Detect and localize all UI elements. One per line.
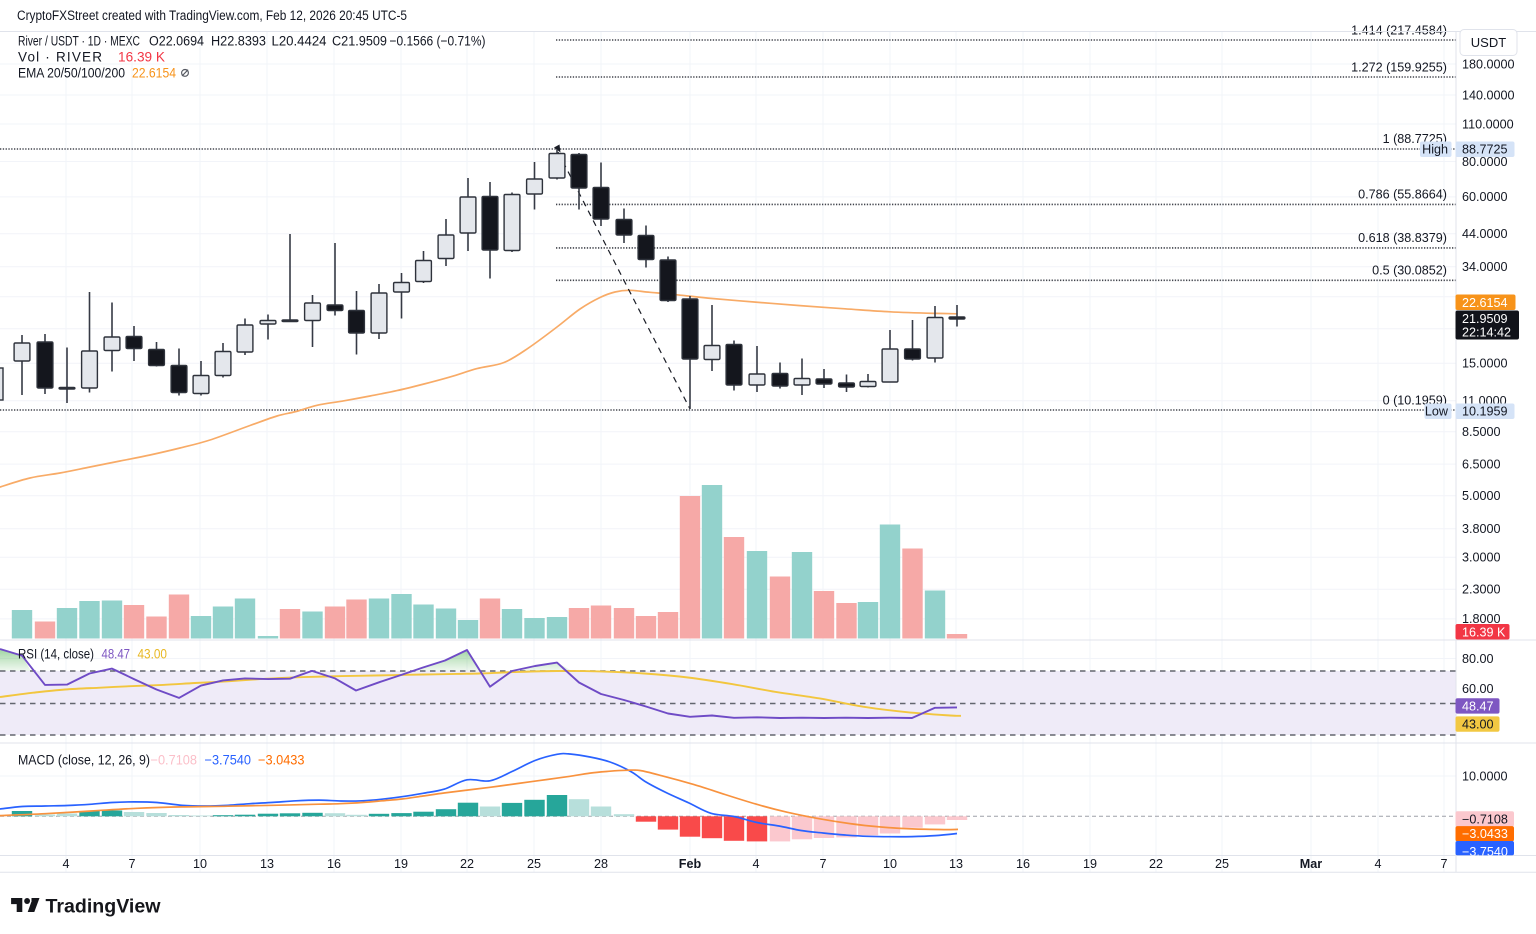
svg-text:4: 4 (752, 857, 759, 871)
svg-text:16: 16 (327, 857, 341, 871)
svg-text:22: 22 (1149, 857, 1163, 871)
svg-text:88.7725: 88.7725 (1462, 143, 1508, 157)
svg-text:21.9509: 21.9509 (1462, 312, 1508, 326)
svg-text:CryptoFXStreet created with Tr: CryptoFXStreet created with TradingView.… (17, 8, 407, 23)
svg-text:TradingView: TradingView (46, 896, 162, 918)
svg-text:44.0000: 44.0000 (1462, 227, 1508, 241)
svg-text:−3.0433: −3.0433 (1462, 827, 1508, 841)
svg-text:25: 25 (1215, 857, 1229, 871)
svg-text:High: High (1422, 143, 1448, 157)
svg-text:6.5000: 6.5000 (1462, 457, 1501, 471)
svg-text:10.1959: 10.1959 (1462, 405, 1508, 419)
svg-text:4: 4 (62, 857, 69, 871)
svg-text:15.0000: 15.0000 (1462, 357, 1508, 371)
svg-text:0.786 (55.8664): 0.786 (55.8664) (1358, 188, 1447, 202)
svg-text:USDT: USDT (1471, 35, 1506, 50)
svg-text:60.00: 60.00 (1462, 682, 1494, 696)
svg-text:−3.7540: −3.7540 (1462, 845, 1508, 859)
svg-text:1.272 (159.9255): 1.272 (159.9255) (1351, 61, 1447, 75)
svg-text:10: 10 (883, 857, 897, 871)
svg-text:10: 10 (193, 857, 207, 871)
svg-text:10.0000: 10.0000 (1462, 769, 1508, 783)
svg-text:5.0000: 5.0000 (1462, 489, 1501, 503)
svg-text:43.00: 43.00 (1462, 718, 1494, 732)
svg-text:16: 16 (1016, 857, 1030, 871)
svg-text:4: 4 (1374, 857, 1381, 871)
svg-text:Low: Low (1425, 405, 1449, 419)
svg-text:3.8000: 3.8000 (1462, 522, 1501, 536)
svg-text:7: 7 (819, 857, 826, 871)
svg-text:0.618 (38.8379): 0.618 (38.8379) (1358, 231, 1447, 245)
svg-text:48.47: 48.47 (1462, 699, 1494, 713)
svg-text:MACD (close, 12, 26, 9)−0.7108: MACD (close, 12, 26, 9)−0.7108 −3.7540 −3.… (18, 753, 305, 768)
svg-text:34.0000: 34.0000 (1462, 260, 1508, 274)
svg-text:16.39 K: 16.39 K (1462, 625, 1506, 639)
svg-text:13: 13 (260, 857, 274, 871)
svg-text:19: 19 (1083, 857, 1097, 871)
svg-text:140.0000: 140.0000 (1462, 88, 1515, 102)
svg-text:Mar: Mar (1300, 857, 1322, 871)
svg-text:13: 13 (949, 857, 963, 871)
svg-text:80.00: 80.00 (1462, 652, 1494, 666)
svg-text:Feb: Feb (679, 857, 702, 871)
svg-text:8.5000: 8.5000 (1462, 425, 1501, 439)
svg-text:0.5 (30.0852): 0.5 (30.0852) (1372, 264, 1447, 278)
svg-text:22.6154: 22.6154 (1462, 296, 1508, 310)
svg-text:7: 7 (1440, 857, 1447, 871)
svg-text:25: 25 (527, 857, 541, 871)
svg-text:1.8000: 1.8000 (1462, 612, 1501, 626)
svg-text:80.0000: 80.0000 (1462, 155, 1508, 169)
svg-text:3.0000: 3.0000 (1462, 551, 1501, 565)
svg-text:7: 7 (128, 857, 135, 871)
svg-text:22: 22 (460, 857, 474, 871)
svg-text:19: 19 (394, 857, 408, 871)
svg-text:28: 28 (594, 857, 608, 871)
svg-text:1.414 (217.4584): 1.414 (217.4584) (1351, 24, 1447, 38)
svg-text:22:14:42: 22:14:42 (1462, 326, 1511, 340)
svg-text:180.0000: 180.0000 (1462, 57, 1515, 71)
svg-text:110.0000: 110.0000 (1462, 117, 1514, 131)
svg-text:60.0000: 60.0000 (1462, 190, 1508, 204)
svg-text:−0.7108: −0.7108 (1462, 812, 1508, 826)
svg-text:2.3000: 2.3000 (1462, 583, 1501, 597)
